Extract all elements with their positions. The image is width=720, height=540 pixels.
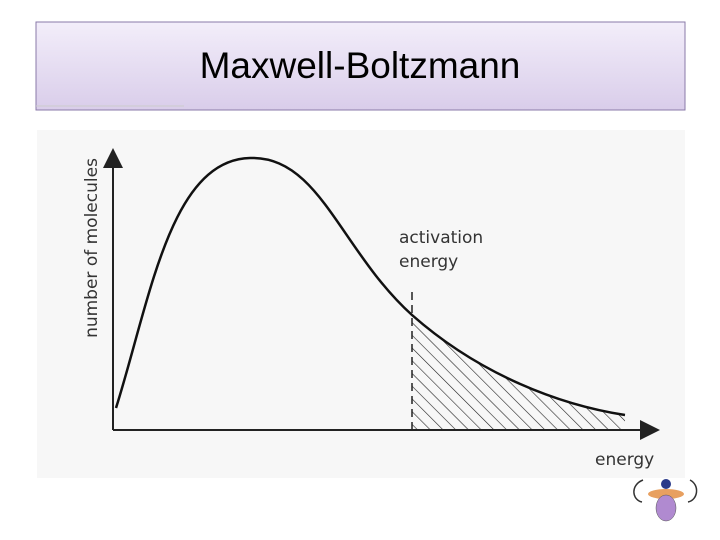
title-box	[35, 21, 686, 111]
annotation: energy	[399, 252, 458, 272]
slide-title: Maxwell-Boltzmann	[200, 45, 521, 86]
x-axis-label: energy	[595, 450, 654, 470]
y-axis-label: number of molecules	[82, 158, 102, 338]
distribution-curve	[114, 156, 626, 417]
annotation: activation	[399, 228, 483, 248]
hatched-area	[412, 315, 625, 430]
logo	[633, 479, 698, 522]
